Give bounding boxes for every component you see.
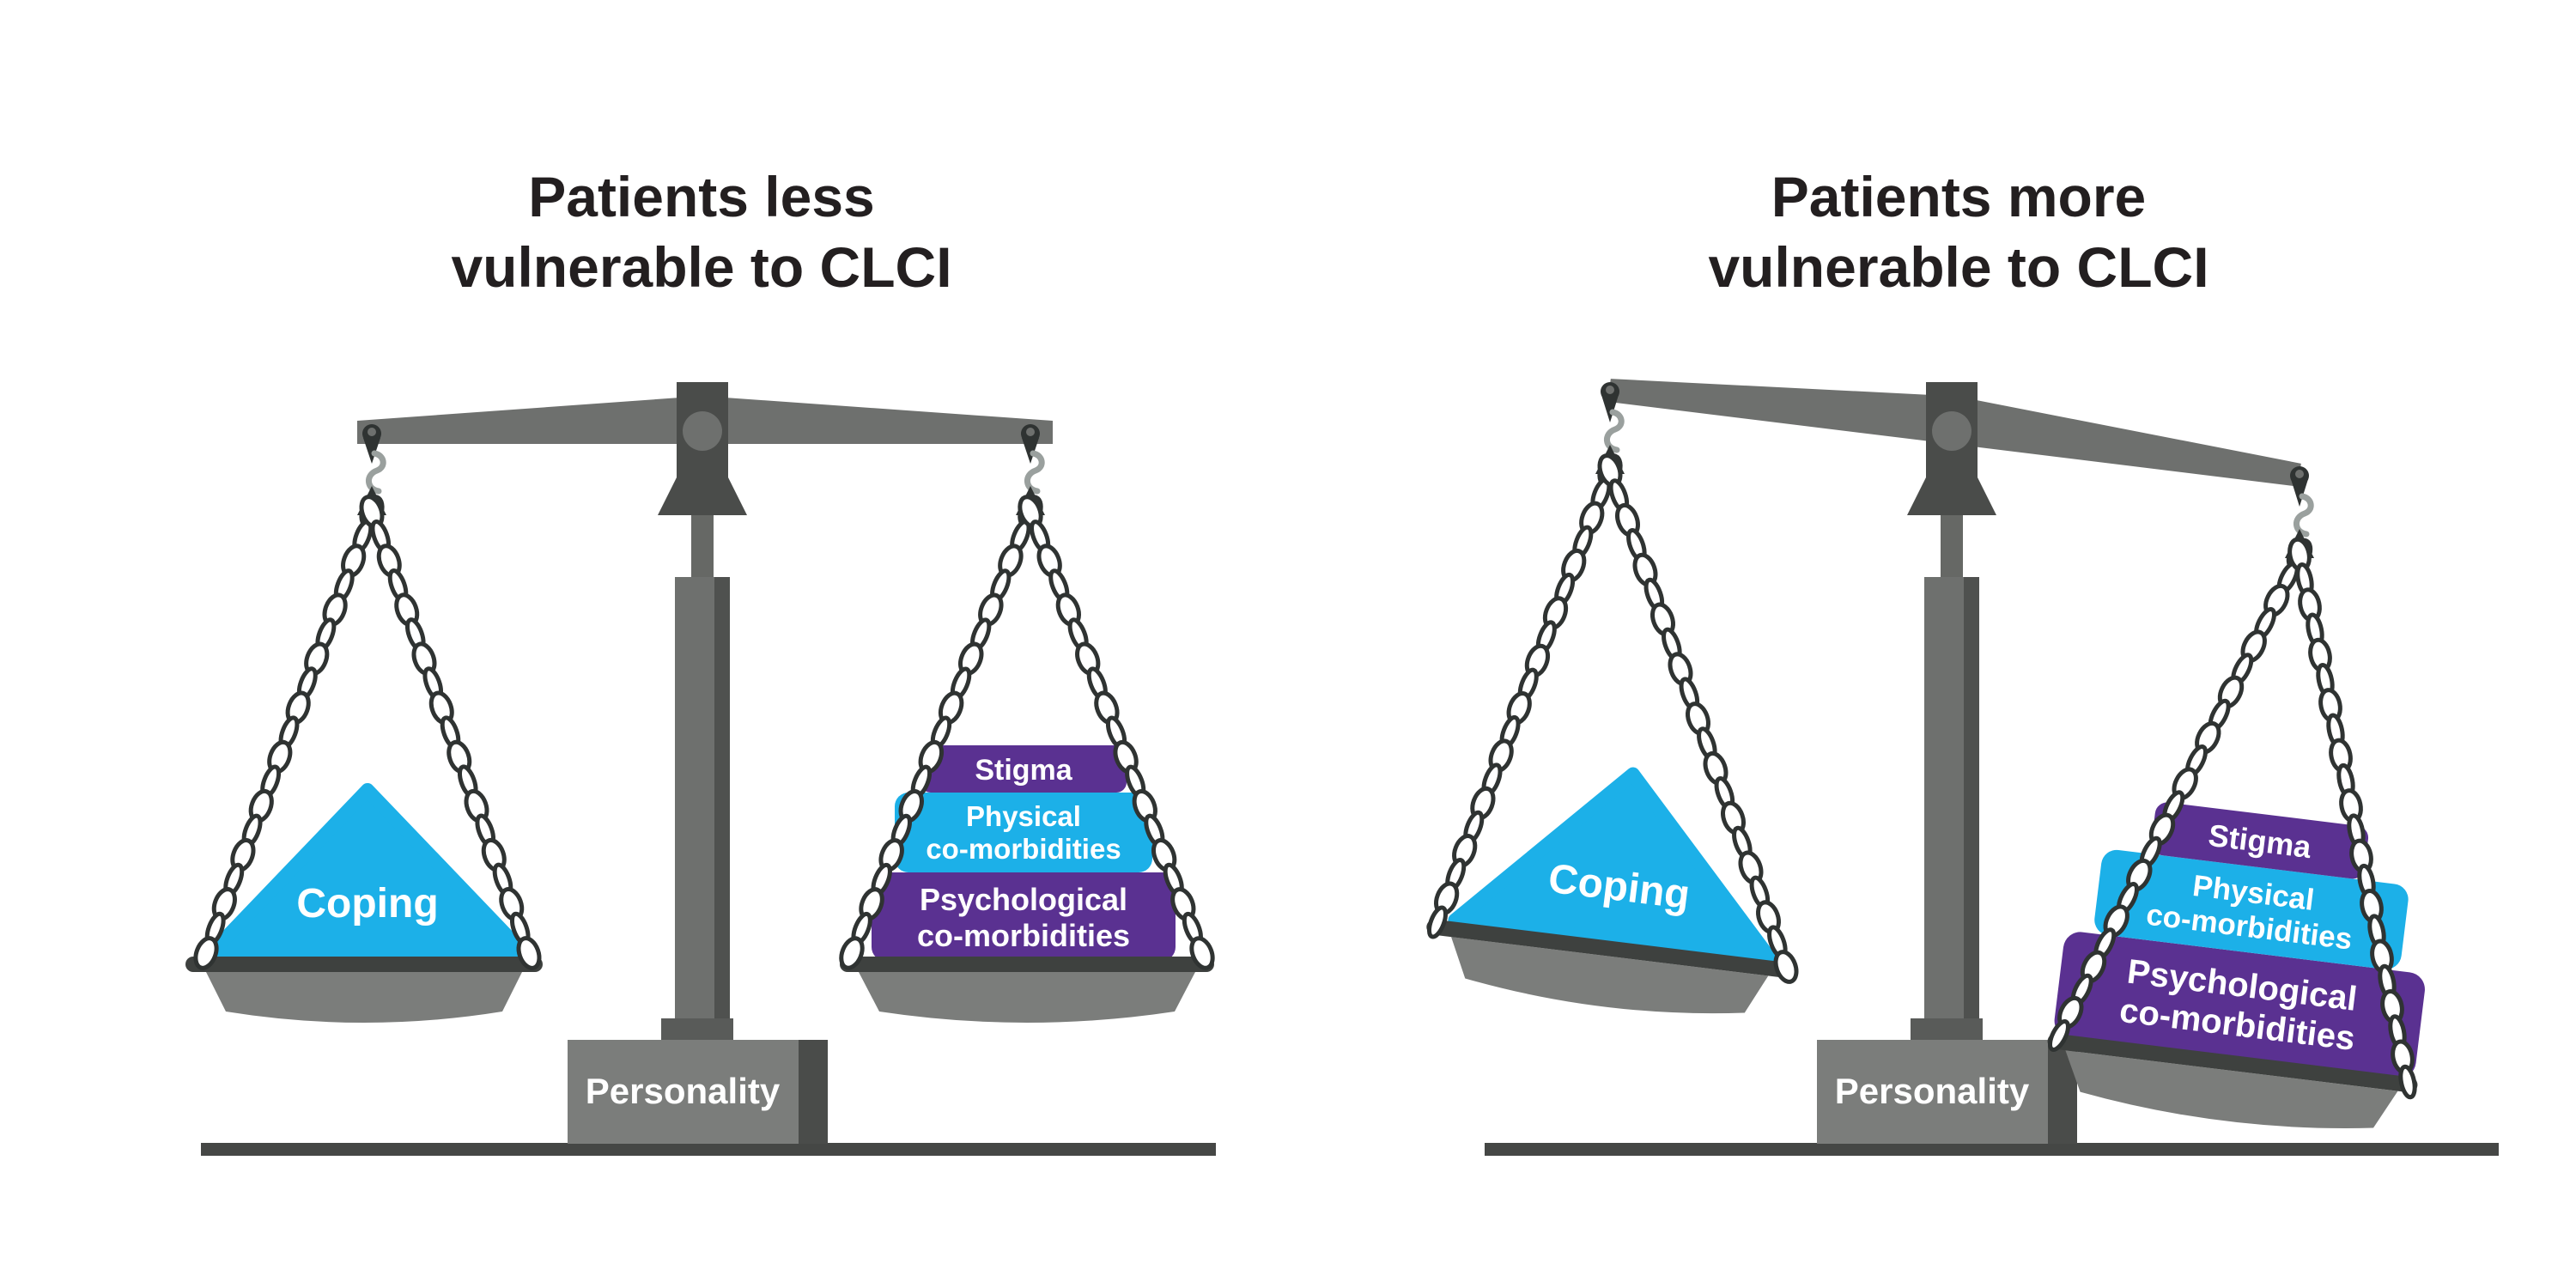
base-front <box>568 1040 799 1144</box>
psychological-block <box>2054 932 2425 1078</box>
stigma-label: Stigma <box>975 754 1072 787</box>
left-title-line1: Patients less <box>528 165 875 228</box>
base-side <box>799 1040 828 1144</box>
pillar-column-shadow <box>714 577 730 1073</box>
chain <box>1018 495 1215 970</box>
s-hook-icon <box>366 450 386 495</box>
eyelet-pin <box>2291 479 2308 507</box>
pivot-flare <box>1907 471 1996 515</box>
chain-link <box>516 936 542 970</box>
eyelet-pin <box>1022 438 1039 464</box>
pan-dish <box>859 972 1195 1023</box>
right-title-line1: Patients more <box>1771 165 2146 228</box>
left-scale-left-hanger <box>193 424 542 970</box>
chain <box>1597 453 1799 984</box>
chain <box>1426 453 1623 939</box>
right-scale-right-hanger <box>2048 466 2417 1100</box>
s-hook-icon <box>1604 409 1625 453</box>
psychological-block <box>872 872 1176 961</box>
chain-link <box>2048 1019 2070 1052</box>
eyelet-hole <box>1026 428 1035 436</box>
eyelet-pin <box>1601 395 1619 422</box>
left-scale-diagram: Patients less vulnerable to CLCI Persona… <box>185 165 1216 1156</box>
stigma-block <box>2151 802 2369 879</box>
eyelet-hole <box>2295 470 2304 478</box>
base-front <box>1817 1040 2048 1144</box>
left-base-label: Personality <box>586 1071 781 1111</box>
psychological-label-line1: Psychological <box>920 882 1127 917</box>
right-title-line2: vulnerable to CLCI <box>1708 235 2208 299</box>
chain-link <box>839 936 865 970</box>
pan-dish <box>206 972 522 1023</box>
eyelet-pin <box>363 438 380 464</box>
chain <box>2287 537 2417 1100</box>
right-burden-pan: Stigma Physical co-morbidities Psycholog… <box>2047 802 2425 1128</box>
physical-label-line2: co-morbidities <box>926 833 1121 865</box>
chain-link <box>2398 1064 2417 1100</box>
eyelet-hole <box>368 428 376 436</box>
left-coping-pan: Coping <box>185 783 543 1023</box>
pillar-neck <box>691 515 714 584</box>
right-coping-pan: Coping <box>1426 767 1794 1014</box>
eyelet-hole <box>1606 386 1614 394</box>
right-base-label: Personality <box>1835 1071 2030 1111</box>
chain <box>2048 538 2313 1052</box>
pivot-circle <box>1932 411 1971 451</box>
ground-line <box>1485 1143 2499 1156</box>
chain-link <box>1189 936 1215 970</box>
coping-triangle <box>203 783 532 962</box>
stigma-block <box>920 745 1127 793</box>
left-coping-label: Coping <box>296 881 438 927</box>
base-tab <box>661 1018 733 1042</box>
chain-link <box>193 936 219 970</box>
pan-dish <box>1451 937 1769 1014</box>
chain-link <box>1426 905 1449 939</box>
pivot-circle <box>683 411 722 451</box>
left-scale-right-hanger <box>839 424 1215 970</box>
s-hook-icon <box>2293 493 2314 538</box>
pan-dish <box>2065 1050 2398 1128</box>
pan-bar <box>840 957 1214 972</box>
ground-line <box>201 1143 1216 1156</box>
coping-triangle <box>1448 767 1777 966</box>
right-scale-diagram: Patients more vulnerable to CLCI Persona… <box>1426 165 2499 1156</box>
physical-block <box>895 793 1152 872</box>
physical-block <box>2094 849 2409 969</box>
pan-bar <box>185 957 543 972</box>
pillar-column <box>675 577 714 1073</box>
chain-link <box>1773 950 1799 984</box>
pillar-column-shadow <box>1964 577 1979 1073</box>
pivot-flare <box>658 471 747 515</box>
left-burden-pan: Stigma Physical co-morbidities Psycholog… <box>840 745 1214 1023</box>
base-tab <box>1911 1018 1983 1042</box>
pan-bar <box>2047 1033 2418 1093</box>
pillar-neck <box>1941 515 1963 584</box>
physical-label-line1: Physical <box>966 800 1081 832</box>
psychological-label-line2: co-morbidities <box>917 918 1130 953</box>
right-scale-left-hanger <box>1426 382 1799 984</box>
pan-bar <box>1426 919 1794 978</box>
s-hook-icon <box>1024 450 1045 495</box>
left-title-line2: vulnerable to CLCI <box>451 235 951 299</box>
pillar-column <box>1924 577 1964 1073</box>
chain <box>359 495 542 970</box>
